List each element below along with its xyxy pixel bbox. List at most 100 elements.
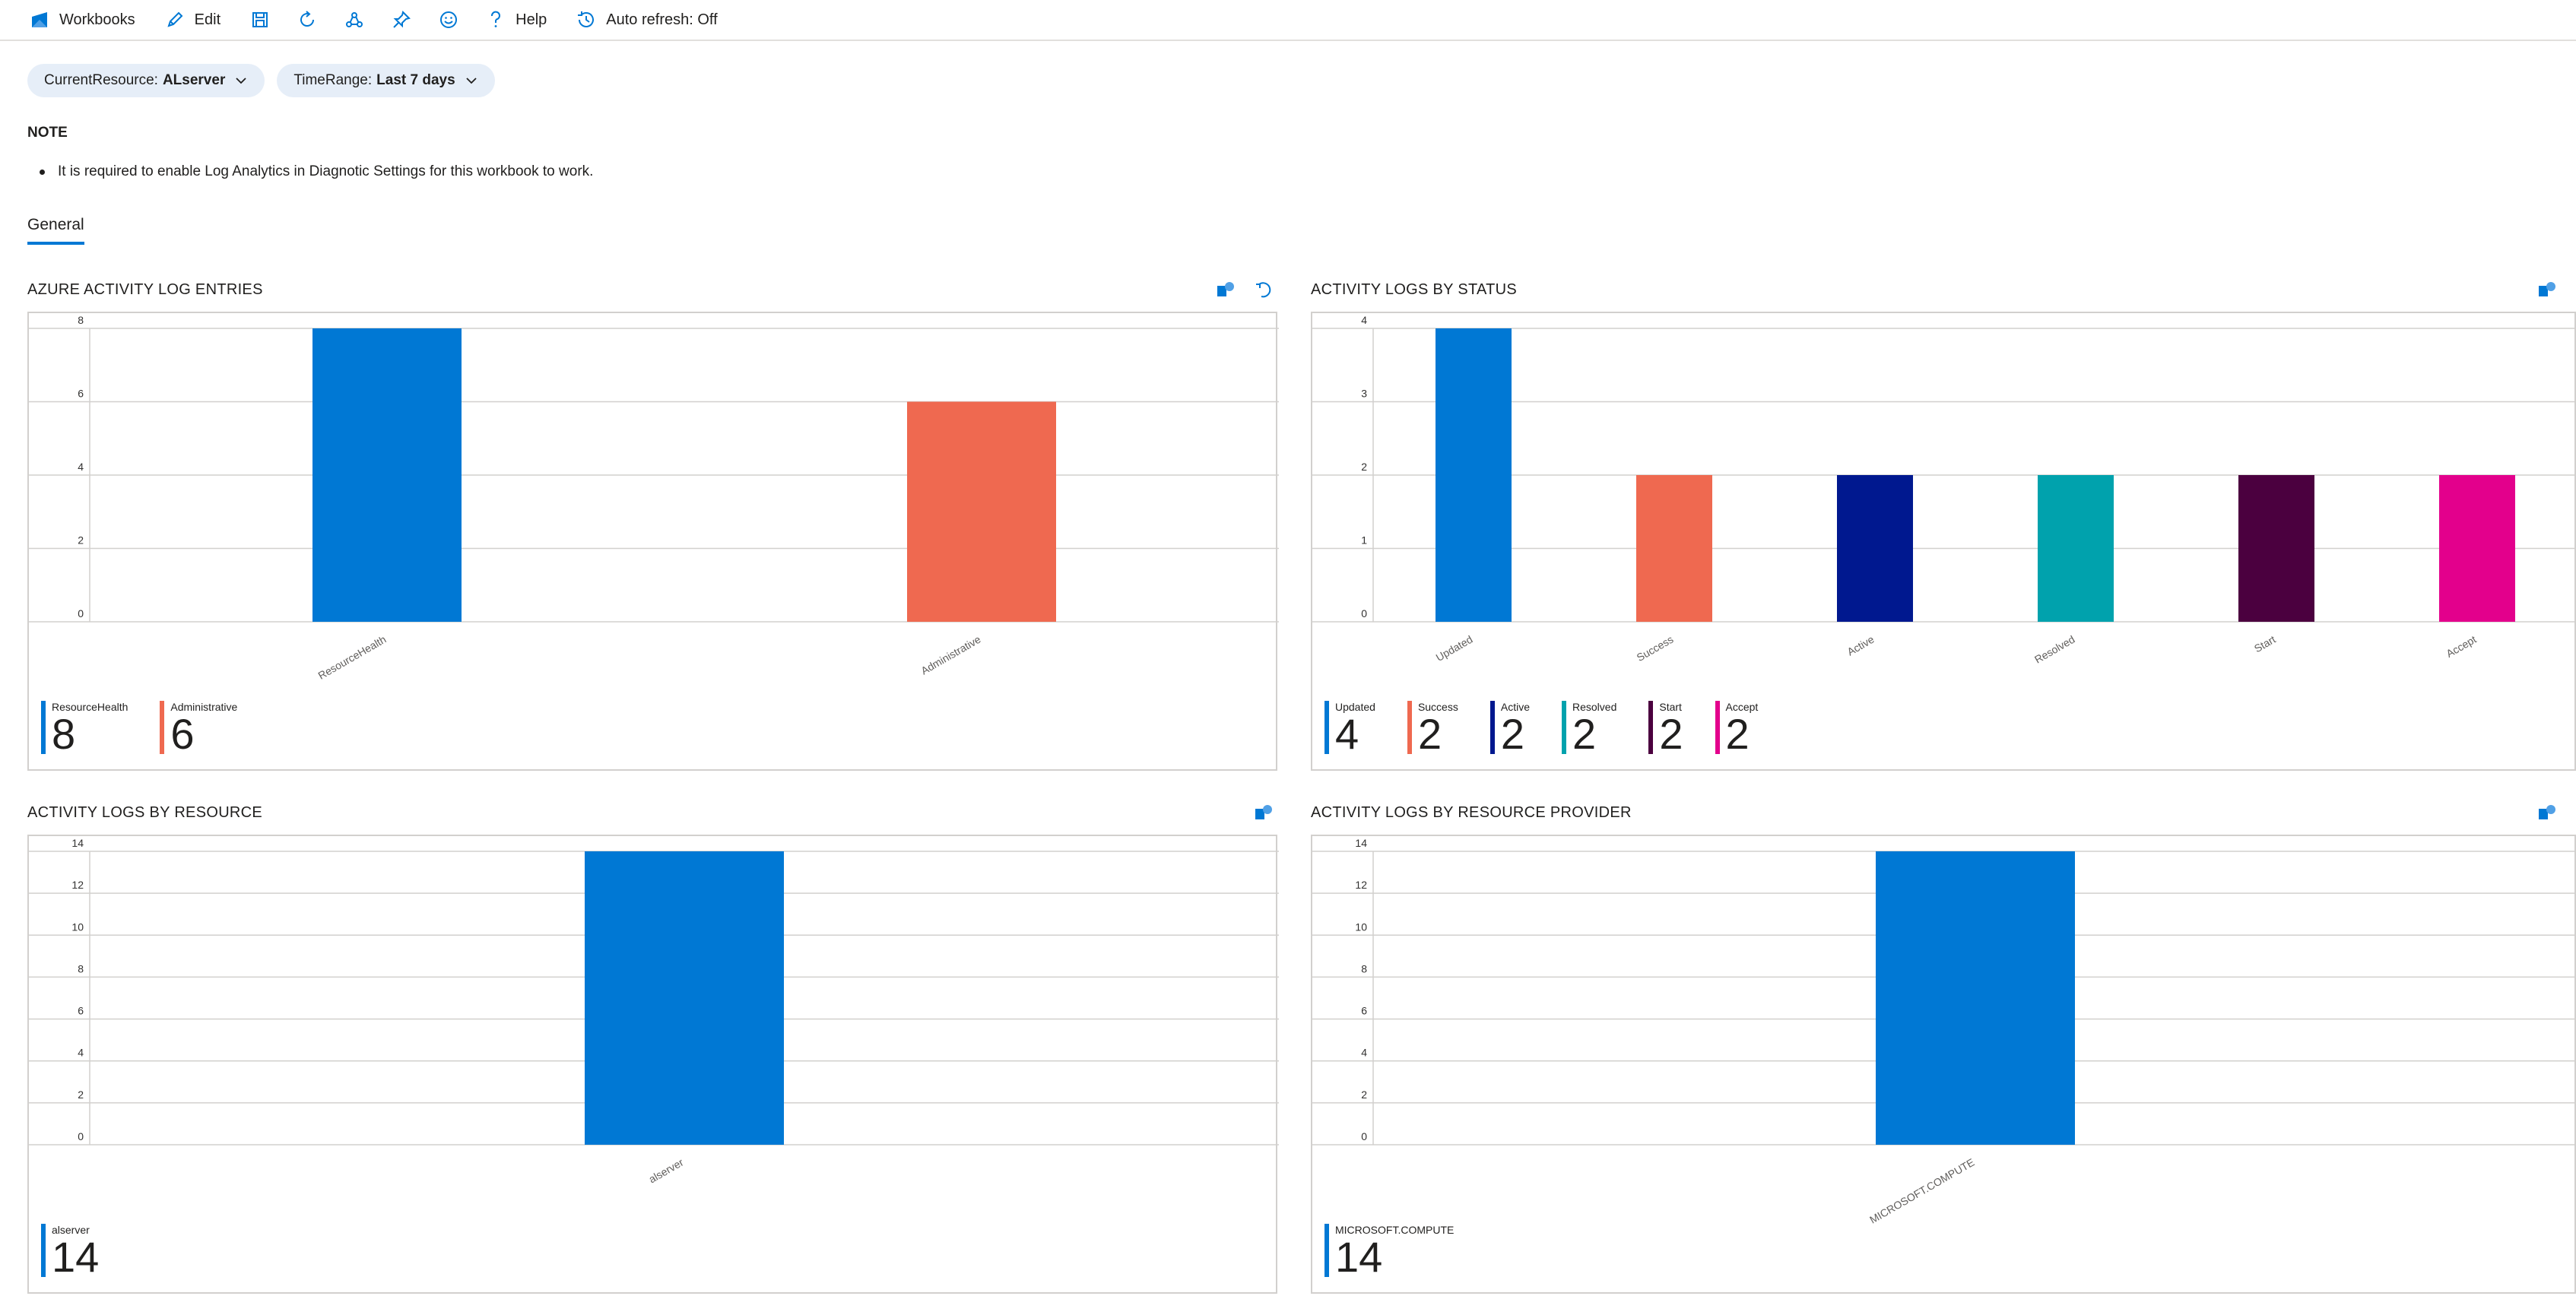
current-resource-value: ALserver — [162, 72, 226, 88]
legend-label: Resolved — [1572, 701, 1617, 713]
y-tick-label: 6 — [78, 388, 84, 400]
legend-label: alserver — [52, 1224, 90, 1236]
chevron-down-icon — [236, 78, 246, 84]
panel-title-provider: ACTIVITY LOGS BY RESOURCE PROVIDER — [1311, 804, 1632, 821]
legend-text: alserver 14 — [52, 1224, 99, 1279]
time-range-dropdown[interactable]: TimeRange: Last 7 days — [277, 64, 495, 97]
legend-item-alserver[interactable]: alserver 14 — [41, 1224, 99, 1279]
note-item-text: It is required to enable Log Analytics i… — [58, 163, 594, 179]
current-resource-label: CurrentResource: — [44, 72, 158, 88]
legend-item-administrative[interactable]: Administrative 6 — [160, 701, 237, 756]
legend-item-resourcehealth[interactable]: ResourceHealth 8 — [41, 701, 128, 756]
x-tick-label: Resolved — [2032, 633, 2077, 666]
y-tick-label: 4 — [1361, 314, 1367, 326]
panel-title-status: ACTIVITY LOGS BY STATUS — [1311, 281, 1518, 298]
tab-general[interactable]: General — [27, 216, 84, 245]
question-icon — [491, 11, 501, 27]
legend-label: ResourceHealth — [52, 701, 128, 713]
legend-label: Administrative — [170, 701, 238, 713]
refresh-icon — [300, 11, 315, 27]
chevron-down-icon — [466, 78, 477, 84]
legend-value: 2 — [1500, 710, 1525, 758]
legend-resource: alserver 14 — [41, 1224, 131, 1279]
legend-label: Start — [1659, 701, 1682, 713]
legend-label: Accept — [1725, 701, 1759, 713]
legend-swatch — [1715, 701, 1720, 754]
bar-success — [1636, 475, 1712, 622]
smiley-icon — [440, 11, 458, 28]
query-icon[interactable] — [2536, 280, 2558, 301]
legend-value: 14 — [1335, 1233, 1383, 1281]
chart-provider: 0 2 4 6 8 10 12 14 MICROSOFT.COMPUTE MICROSOFT.C… — [1311, 835, 2576, 1294]
chart-resource: 0 2 4 6 8 10 12 14 alserver alserver 14 — [27, 835, 1279, 1294]
legend-item-start[interactable]: Start 2 — [1648, 701, 1683, 756]
undo-icon[interactable] — [1253, 280, 1274, 301]
query-icon[interactable] — [1253, 803, 1274, 824]
legend-swatch — [41, 1224, 46, 1277]
legend-item-active[interactable]: Active 2 — [1489, 701, 1530, 758]
feedback-button[interactable] — [438, 9, 459, 30]
y-tick-label: 2 — [78, 1088, 84, 1101]
legend-item-updated[interactable]: Updated 4 — [1324, 701, 1375, 756]
auto-refresh-button[interactable]: Auto refresh: Off — [576, 9, 718, 30]
bar-alserver — [585, 851, 784, 1145]
y-tick-label: 4 — [1361, 1047, 1367, 1059]
legend-text: Accept 2 — [1726, 701, 1759, 756]
legend-swatch — [1407, 701, 1412, 754]
note-heading: NOTE — [27, 125, 68, 141]
x-tick-label: Start — [2252, 633, 2278, 655]
legend-item-resolved[interactable]: Resolved 2 — [1561, 701, 1617, 756]
bar-active — [1837, 475, 1913, 622]
legend-swatch — [1561, 701, 1566, 754]
y-tick-label: 12 — [1355, 879, 1367, 891]
query-icon[interactable] — [2536, 803, 2558, 824]
legend-item-microsoft-compute[interactable]: MICROSOFT.COMPUTE 14 — [1324, 1224, 1454, 1279]
help-label: Help — [516, 11, 547, 28]
pin-button[interactable] — [391, 9, 412, 30]
chart-entries-plot: 0 2 4 6 8 ResourceHealth Administrative — [29, 314, 1279, 682]
y-tick-label: 14 — [71, 837, 84, 849]
legend-value: 6 — [170, 710, 195, 758]
y-tick-label: 12 — [71, 879, 84, 891]
x-tick-label: Success — [1635, 633, 1676, 664]
y-tick-label: 14 — [1355, 837, 1367, 849]
y-tick-label: 0 — [78, 1130, 84, 1142]
command-bar: Workbooks Edit Help Auto refresh: Off — [0, 0, 2576, 41]
y-tick-label: 2 — [1361, 461, 1367, 473]
workbooks-icon — [32, 12, 47, 27]
help-button[interactable]: Help — [485, 9, 547, 30]
legend-swatch — [1324, 1224, 1329, 1277]
legend-label: Active — [1500, 701, 1530, 713]
legend-text: Administrative 6 — [170, 701, 237, 756]
parameter-bar: CurrentResource: ALserver TimeRange: Las… — [27, 64, 507, 97]
legend-swatch — [41, 701, 46, 754]
workbooks-button[interactable]: Workbooks — [29, 9, 135, 30]
bar-accept — [2439, 475, 2515, 622]
y-tick-label: 0 — [1361, 1130, 1367, 1142]
legend-text: ResourceHealth 8 — [52, 701, 128, 756]
time-range-value: Last 7 days — [376, 72, 455, 88]
y-tick-label: 8 — [78, 962, 84, 974]
edit-button[interactable]: Edit — [164, 9, 220, 30]
save-button[interactable] — [249, 9, 271, 30]
chart-status-plot: 0 1 2 3 4 Updated Success Active Resolved Start Ac… — [1312, 314, 2576, 666]
panel-title-resource: ACTIVITY LOGS BY RESOURCE — [27, 804, 263, 821]
y-tick-label: 8 — [1361, 962, 1367, 974]
bar-updated — [1436, 328, 1512, 622]
legend-provider: MICROSOFT.COMPUTE 14 — [1324, 1224, 1486, 1279]
y-tick-label: 8 — [78, 314, 84, 326]
legend-text: Start 2 — [1659, 701, 1683, 756]
query-icon[interactable] — [1215, 280, 1236, 301]
legend-value: 8 — [52, 710, 76, 758]
share-button[interactable] — [344, 9, 365, 30]
edit-label: Edit — [194, 11, 221, 28]
history-icon — [578, 11, 595, 27]
x-tick-label: Administrative — [918, 633, 982, 677]
legend-item-accept[interactable]: Accept 2 — [1715, 701, 1759, 756]
chart-entries: 0 2 4 6 8 ResourceHealth Administrative Resour… — [27, 312, 1279, 771]
refresh-button[interactable] — [297, 9, 318, 30]
current-resource-dropdown[interactable]: CurrentResource: ALserver — [27, 64, 265, 97]
bar-resolved — [2038, 475, 2114, 622]
time-range-label: TimeRange: — [293, 72, 373, 88]
legend-item-success[interactable]: Success 2 — [1407, 701, 1458, 756]
